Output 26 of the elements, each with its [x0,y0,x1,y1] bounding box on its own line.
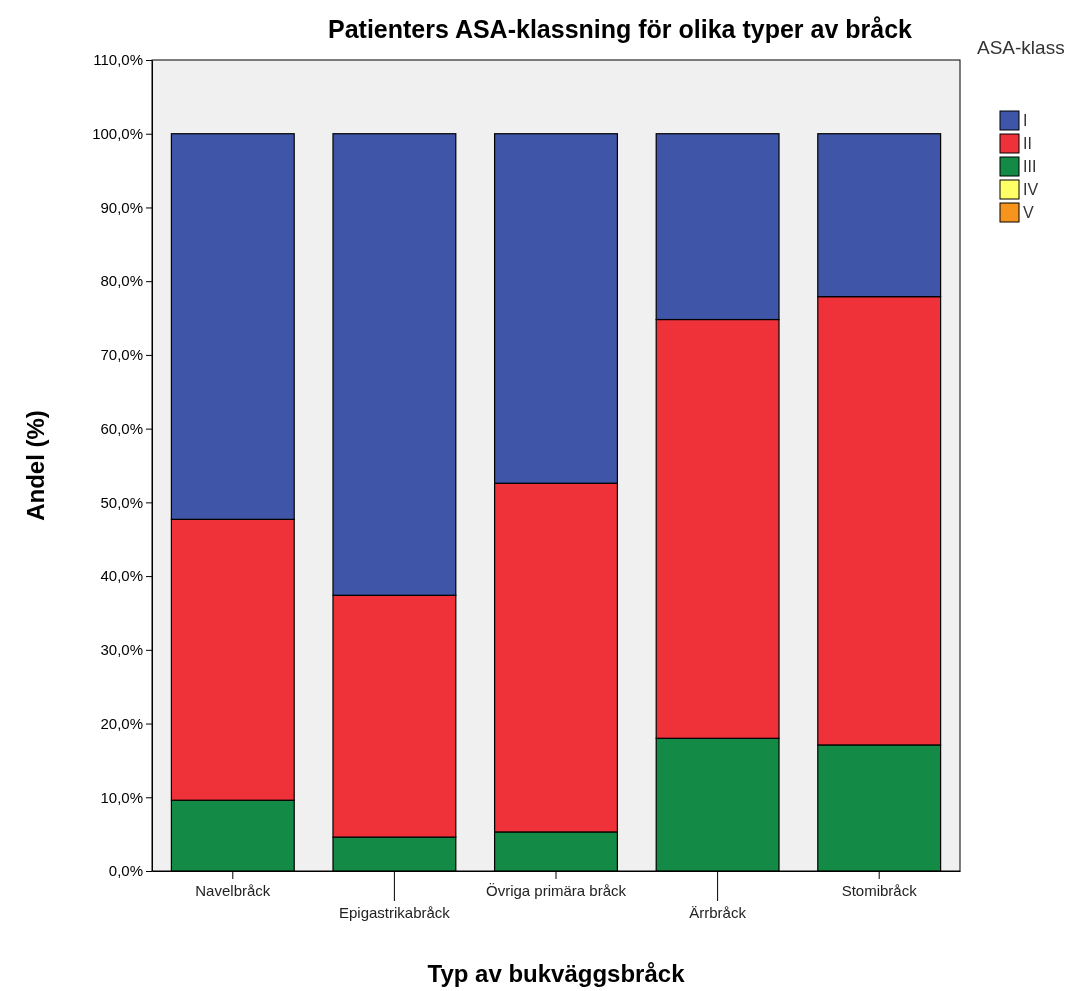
y-tick-label: 70,0% [100,346,143,364]
legend-label: III [1023,158,1037,175]
x-axis-title: Typ av bukväggsbråck [427,960,686,987]
legend-label: II [1023,135,1032,152]
chart-title: Patienters ASA-klassning för olika typer av bråck [327,15,913,43]
y-tick-label: 30,0% [100,641,143,659]
legend-label: I [1023,112,1028,129]
legend-title: ASA-klass [977,37,1065,58]
y-tick-label: 80,0% [100,272,143,290]
y-tick-label: 110,0% [93,51,143,69]
y-tick-label: 100,0% [92,125,143,143]
x-tick-label: Ärrbråck [689,903,747,921]
y-tick-label: 90,0% [100,198,143,216]
y-tick-label: 0,0% [108,862,143,880]
x-tick-label: Navelbråck [195,881,271,899]
x-tick-label: Stomibråck [841,881,918,899]
y-tick-label: 40,0% [100,567,143,585]
x-tick-label: Övriga primära bråck [485,881,627,899]
x-tick-label: Epigastrikabråck [338,903,451,921]
legend-label: IV [1023,181,1039,198]
y-tick-label: 20,0% [100,714,143,732]
y-tick-label: 50,0% [100,493,143,511]
y-tick-label: 10,0% [100,788,143,806]
y-axis-title: Andel (%) [22,410,49,521]
y-tick-label: 60,0% [100,419,143,437]
legend-label: V [1023,204,1034,221]
